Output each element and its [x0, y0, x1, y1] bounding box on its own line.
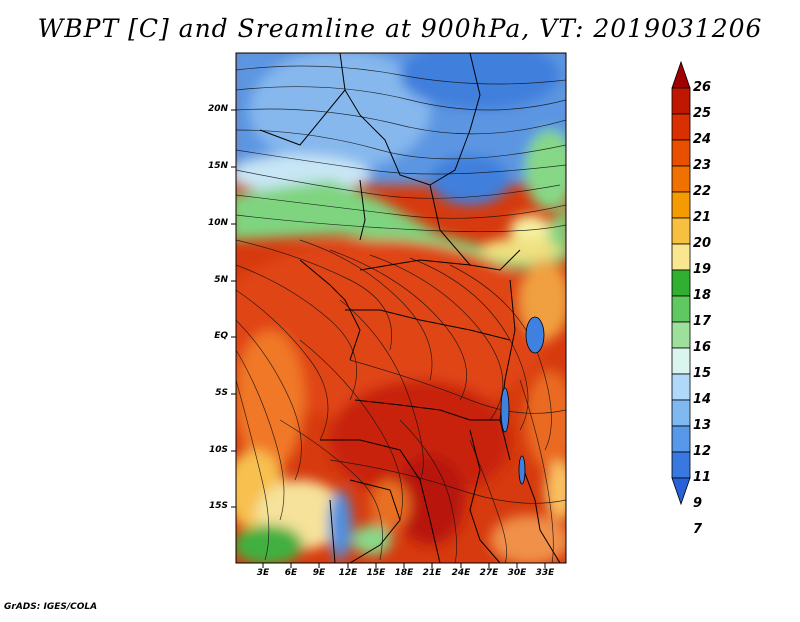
colorbar-label: 19	[693, 262, 712, 277]
colorbar-label: 26	[693, 80, 712, 95]
lakes	[500, 316, 545, 485]
lon-label: 15E	[366, 568, 386, 578]
colorbar-swatch	[671, 139, 691, 167]
lat-label: 20N	[207, 104, 228, 114]
colorbar-label: 24	[693, 132, 712, 147]
axis-ticks	[231, 109, 546, 568]
colorbar-swatch	[671, 399, 691, 427]
lat-label: 15N	[207, 161, 228, 171]
colorbar-label: 23	[693, 158, 712, 173]
colorbar-swatch	[671, 113, 691, 141]
colorbar-swatch	[671, 191, 691, 219]
colorbar-label: 7	[693, 522, 703, 537]
lon-label: 18E	[394, 568, 414, 578]
colorbar-swatch	[671, 425, 691, 453]
colorbar-swatch	[671, 269, 691, 297]
colorbar-swatch	[671, 347, 691, 375]
colorbar-label: 13	[693, 418, 712, 433]
footer-credit: GrADS: IGES/COLA	[4, 602, 98, 612]
lat-label: 10N	[207, 218, 228, 228]
lat-label: 5N	[214, 275, 228, 285]
colorbar-swatch	[671, 243, 691, 271]
colorbar-label: 20	[693, 236, 712, 251]
lon-label: 21E	[422, 568, 442, 578]
lat-label: EQ	[214, 331, 228, 341]
colorbar-label: 16	[693, 340, 712, 355]
lon-label: 24E	[451, 568, 471, 578]
colorbar-label: 14	[693, 392, 712, 407]
lon-label: 27E	[479, 568, 499, 578]
colorbar-label: 25	[693, 106, 712, 121]
country-borders	[259, 53, 561, 563]
lon-label: 12E	[338, 568, 358, 578]
map-frame	[235, 52, 567, 564]
lon-label: 6E	[284, 568, 298, 578]
colorbar	[671, 60, 691, 506]
lon-label: 9E	[312, 568, 326, 578]
lon-label: 3E	[256, 568, 270, 578]
colorbar-label: 18	[693, 288, 712, 303]
colorbar-label: 21	[693, 210, 712, 225]
colorbar-label: 11	[693, 470, 712, 485]
colorbar-label: 22	[693, 184, 712, 199]
streamlines	[236, 65, 566, 563]
lat-label: 15S	[208, 501, 228, 511]
lat-label: 5S	[215, 388, 228, 398]
colorbar-label: 17	[693, 314, 712, 329]
colorbar-swatch	[671, 165, 691, 193]
colorbar-swatch	[671, 295, 691, 323]
colorbar-bottom-arrow	[671, 477, 691, 506]
colorbar-swatch	[671, 321, 691, 349]
colorbar-swatch	[671, 87, 691, 115]
lon-label: 33E	[535, 568, 555, 578]
colorbar-label: 9	[693, 496, 703, 511]
colorbar-swatch	[671, 451, 691, 479]
map-title: WBPT [C] and Sreamline at 900hPa, VT: 20…	[37, 14, 763, 43]
colorbar-swatch	[671, 217, 691, 245]
lat-label: 10S	[208, 445, 228, 455]
colorbar-label: 12	[693, 444, 712, 459]
temperature-field	[236, 53, 566, 563]
colorbar-top-arrow	[671, 60, 691, 89]
colorbar-label: 15	[693, 366, 712, 381]
lon-label: 30E	[507, 568, 527, 578]
colorbar-swatch	[671, 373, 691, 401]
